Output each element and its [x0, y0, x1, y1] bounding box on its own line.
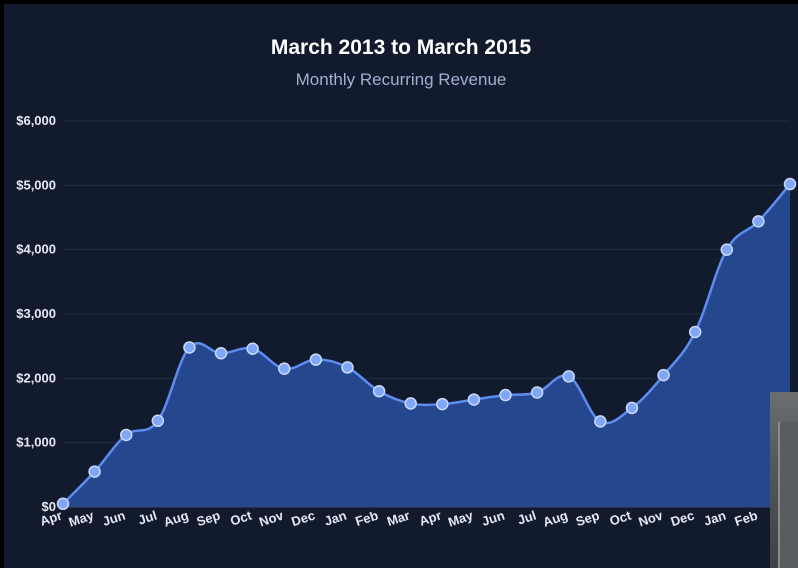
y-tick-label: $3,000	[16, 306, 56, 321]
data-point	[625, 401, 639, 415]
x-tick-label: Nov	[257, 507, 286, 529]
data-point	[720, 243, 734, 256]
chart-frame: March 2013 to March 2015 Monthly Recurri…	[4, 4, 798, 568]
x-tick-label: Oct	[608, 507, 634, 528]
data-point	[783, 177, 797, 191]
data-point	[119, 428, 133, 442]
data-point	[657, 368, 670, 382]
x-tick-label: Jul	[516, 508, 539, 528]
data-point	[467, 393, 481, 406]
x-tick-label: May	[446, 507, 475, 529]
x-tick-label: Apr	[38, 508, 64, 529]
x-tick-label: Jun	[480, 508, 507, 529]
data-point	[309, 353, 323, 366]
data-point	[56, 497, 70, 511]
x-tick-label: Jan	[702, 508, 728, 529]
data-point	[246, 342, 259, 355]
x-tick-label: Feb	[353, 508, 380, 529]
data-point	[530, 386, 544, 399]
chart-svg: $0 $1,000 $2,000 $3,000 $4,000 $5,000 $6,000 Ap…	[16, 113, 797, 530]
y-tick-label: $2,000	[16, 370, 56, 385]
data-point	[88, 465, 101, 478]
y-tick-label: $0	[42, 499, 56, 514]
data-point	[151, 414, 165, 428]
x-tick-label: Dec	[669, 508, 696, 530]
x-tick-label: Aug	[541, 508, 570, 530]
x-tick-label: Dec	[289, 508, 316, 530]
video-thumbnail-overlay	[770, 392, 798, 568]
x-tick-label: Aug	[162, 508, 191, 530]
data-point	[688, 325, 702, 339]
data-point	[341, 361, 354, 374]
chart-title: March 2013 to March 2015	[270, 36, 532, 59]
data-point	[183, 341, 196, 354]
x-tick-label: Nov	[636, 507, 665, 529]
y-tick-label: $1,000	[16, 435, 56, 450]
data-point	[752, 215, 765, 228]
data-point	[594, 415, 607, 428]
x-tick-label: Oct	[228, 507, 254, 528]
data-point	[436, 397, 449, 411]
x-tick-label: Jan	[322, 508, 348, 529]
y-tick-label: $6,000	[16, 113, 56, 128]
x-tick-label: Feb	[733, 508, 760, 529]
y-tick-label: $5,000	[16, 177, 56, 192]
x-tick-label: Sep	[574, 508, 601, 530]
x-tick-label: May	[67, 507, 96, 529]
data-point	[214, 346, 228, 360]
data-point	[372, 384, 386, 398]
series-area	[63, 184, 790, 507]
x-tick-label: Sep	[195, 508, 222, 530]
y-tick-label: $4,000	[16, 242, 56, 257]
data-point	[499, 388, 512, 402]
x-tick-label: Jul	[136, 508, 159, 528]
x-tick-label: Apr	[417, 508, 443, 529]
data-point	[404, 397, 417, 410]
chart-subtitle: Monthly Recurring Revenue	[295, 70, 507, 89]
x-tick-label: Mar	[385, 508, 412, 529]
series-line	[62, 183, 791, 505]
x-tick-label: Jun	[101, 508, 128, 529]
data-point	[278, 362, 291, 375]
thumbnail-door-image	[778, 422, 798, 568]
data-point	[562, 370, 575, 383]
